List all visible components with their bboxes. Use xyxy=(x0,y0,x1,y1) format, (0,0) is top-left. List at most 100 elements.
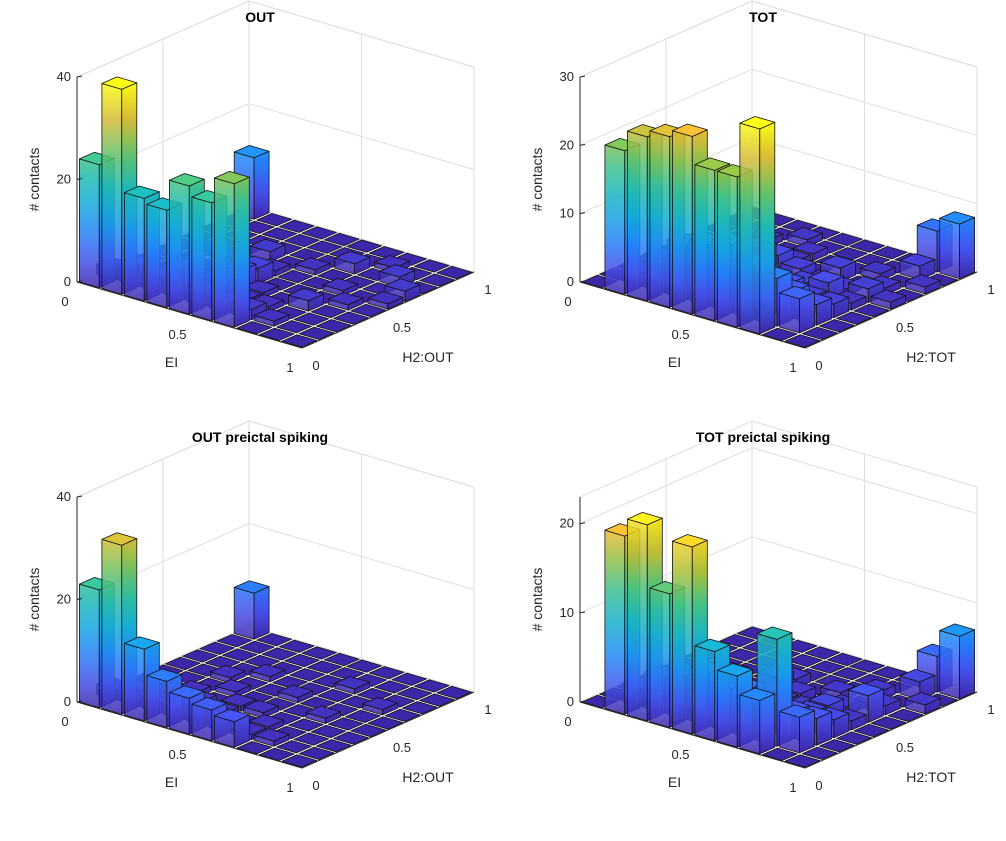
bar xyxy=(301,646,338,660)
bar xyxy=(317,688,353,703)
bar xyxy=(256,633,293,647)
bar xyxy=(939,623,976,700)
bar xyxy=(244,654,281,669)
bar xyxy=(236,741,273,755)
y-tick-label: 0 xyxy=(312,358,319,373)
y-axis-line xyxy=(301,691,475,769)
bar xyxy=(784,754,821,768)
bar xyxy=(289,248,326,262)
bar xyxy=(239,640,275,654)
chart-title: TOT xyxy=(749,9,777,25)
bar xyxy=(368,666,405,680)
bar xyxy=(739,116,776,335)
bar xyxy=(258,747,295,761)
bar xyxy=(258,327,295,341)
bar xyxy=(213,170,250,328)
panel-out: 0 20 40 0 0.5 1 0 0.5 1 EI H2:OUT # contacts OUT xyxy=(26,0,492,375)
x-axis-label: EI xyxy=(668,354,681,370)
bar xyxy=(281,754,318,768)
z-tick-label: 20 xyxy=(57,172,71,187)
x-axis-line xyxy=(579,701,806,769)
z-tick-label: 20 xyxy=(560,137,574,152)
bar xyxy=(276,320,312,334)
bar xyxy=(213,708,250,748)
y-axis-line xyxy=(804,691,978,769)
bar xyxy=(216,634,253,648)
bar xyxy=(374,680,410,694)
bar xyxy=(826,652,863,667)
bar xyxy=(288,287,324,312)
bar xyxy=(333,731,369,745)
y-axis-label: H2:OUT xyxy=(402,769,454,785)
bar xyxy=(182,649,218,663)
bar xyxy=(350,723,387,738)
bar xyxy=(436,265,473,280)
bar xyxy=(249,663,286,683)
bar xyxy=(298,326,335,340)
y-tick-label: 0.5 xyxy=(393,320,411,335)
ticks: 0 20 40 0 0.5 1 0 0.5 1 xyxy=(57,489,492,795)
bar xyxy=(870,289,907,310)
bar xyxy=(801,746,838,760)
bars xyxy=(79,76,473,348)
y-axis-label: H2:TOT xyxy=(906,349,956,365)
bar xyxy=(391,672,428,686)
bar xyxy=(849,659,886,673)
chart-title: OUT xyxy=(245,9,275,25)
bar xyxy=(249,238,286,263)
bar xyxy=(284,653,320,668)
bar xyxy=(221,648,258,662)
chart-title: TOT preictal spiking xyxy=(696,429,830,445)
bar xyxy=(278,219,315,233)
bar xyxy=(289,668,326,682)
bar xyxy=(322,277,359,297)
bar xyxy=(368,246,405,260)
bar xyxy=(272,675,308,689)
z-tick-label: 20 xyxy=(57,592,71,607)
bar xyxy=(419,273,455,287)
bar xyxy=(853,303,890,318)
bar xyxy=(871,246,908,260)
bar xyxy=(344,709,381,723)
bar xyxy=(293,312,330,326)
bars xyxy=(582,116,976,348)
bar xyxy=(836,311,872,325)
bar xyxy=(904,274,941,295)
x-tick-label: 0.5 xyxy=(168,327,186,342)
bar xyxy=(739,687,776,755)
bar xyxy=(204,655,241,670)
bar xyxy=(293,732,330,746)
bar xyxy=(294,257,331,276)
bar xyxy=(277,684,314,704)
x-tick-label: 1 xyxy=(286,780,293,795)
x-tick-label: 1 xyxy=(286,360,293,375)
y-tick-label: 0 xyxy=(815,358,822,373)
bar xyxy=(253,308,290,327)
y-tick-label: 1 xyxy=(987,702,994,717)
z-tick-label: 10 xyxy=(560,605,574,620)
bar xyxy=(101,532,138,715)
bar xyxy=(384,708,421,722)
bar xyxy=(346,659,383,673)
z-axis-label: # contacts xyxy=(529,568,545,632)
bar xyxy=(413,259,450,273)
y-tick-label: 0.5 xyxy=(393,740,411,755)
bar xyxy=(329,667,365,681)
bar xyxy=(310,724,347,739)
axes xyxy=(579,77,978,349)
bar xyxy=(236,321,273,335)
bar xyxy=(887,708,924,722)
bar xyxy=(298,746,335,760)
bar xyxy=(899,253,936,281)
bar xyxy=(306,660,343,674)
bar xyxy=(904,692,941,715)
x-tick-label: 1 xyxy=(789,780,796,795)
z-tick-label: 0 xyxy=(567,274,574,289)
z-tick-label: 40 xyxy=(57,489,71,504)
x-axis-label: EI xyxy=(165,774,178,790)
bar xyxy=(818,739,855,753)
bar xyxy=(779,704,815,754)
